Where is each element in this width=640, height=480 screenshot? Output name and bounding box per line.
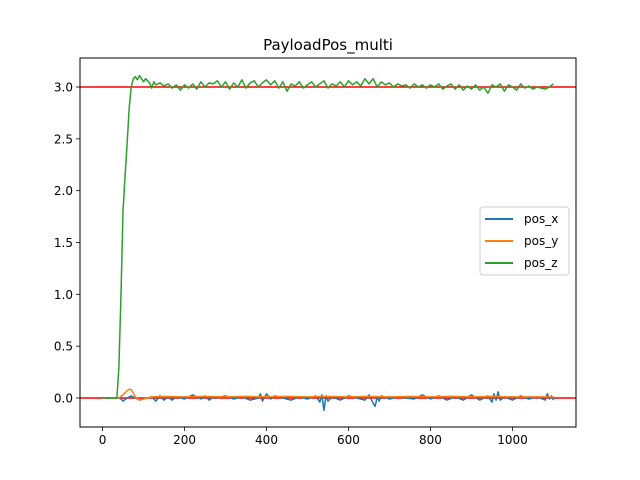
legend-label-pos_z: pos_z <box>524 256 558 270</box>
x-tick-label: 1000 <box>497 433 528 447</box>
y-axis: 0.0 0.5 1.0 1.5 2.0 2.5 3.0 <box>54 81 80 405</box>
y-tick-label: 1.0 <box>54 288 73 302</box>
y-tick-label: 0.0 <box>54 391 73 405</box>
series-lines <box>102 74 555 412</box>
x-tick-label: 0 <box>99 433 107 447</box>
x-tick-label: 600 <box>337 433 360 447</box>
y-tick-label: 0.5 <box>54 340 73 354</box>
y-tick-label: 2.5 <box>54 132 73 146</box>
series-line-pos_x <box>102 391 555 412</box>
series-line-pos_z <box>102 74 554 399</box>
legend-label-pos_x: pos_x <box>524 212 558 226</box>
x-tick-label: 800 <box>419 433 442 447</box>
legend: pos_x pos_y pos_z <box>479 206 570 276</box>
series-line-pos_y <box>102 388 554 401</box>
y-tick-label: 1.5 <box>54 236 73 250</box>
y-tick-label: 3.0 <box>54 81 73 95</box>
chart-title: PayloadPos_multi <box>263 36 393 55</box>
x-tick-label: 200 <box>173 433 196 447</box>
x-tick-label: 400 <box>255 433 278 447</box>
y-tick-label: 2.0 <box>54 184 73 198</box>
legend-label-pos_y: pos_y <box>524 234 558 248</box>
x-axis: 0 200 400 600 800 1000 <box>99 427 528 447</box>
legend-box <box>479 206 570 276</box>
